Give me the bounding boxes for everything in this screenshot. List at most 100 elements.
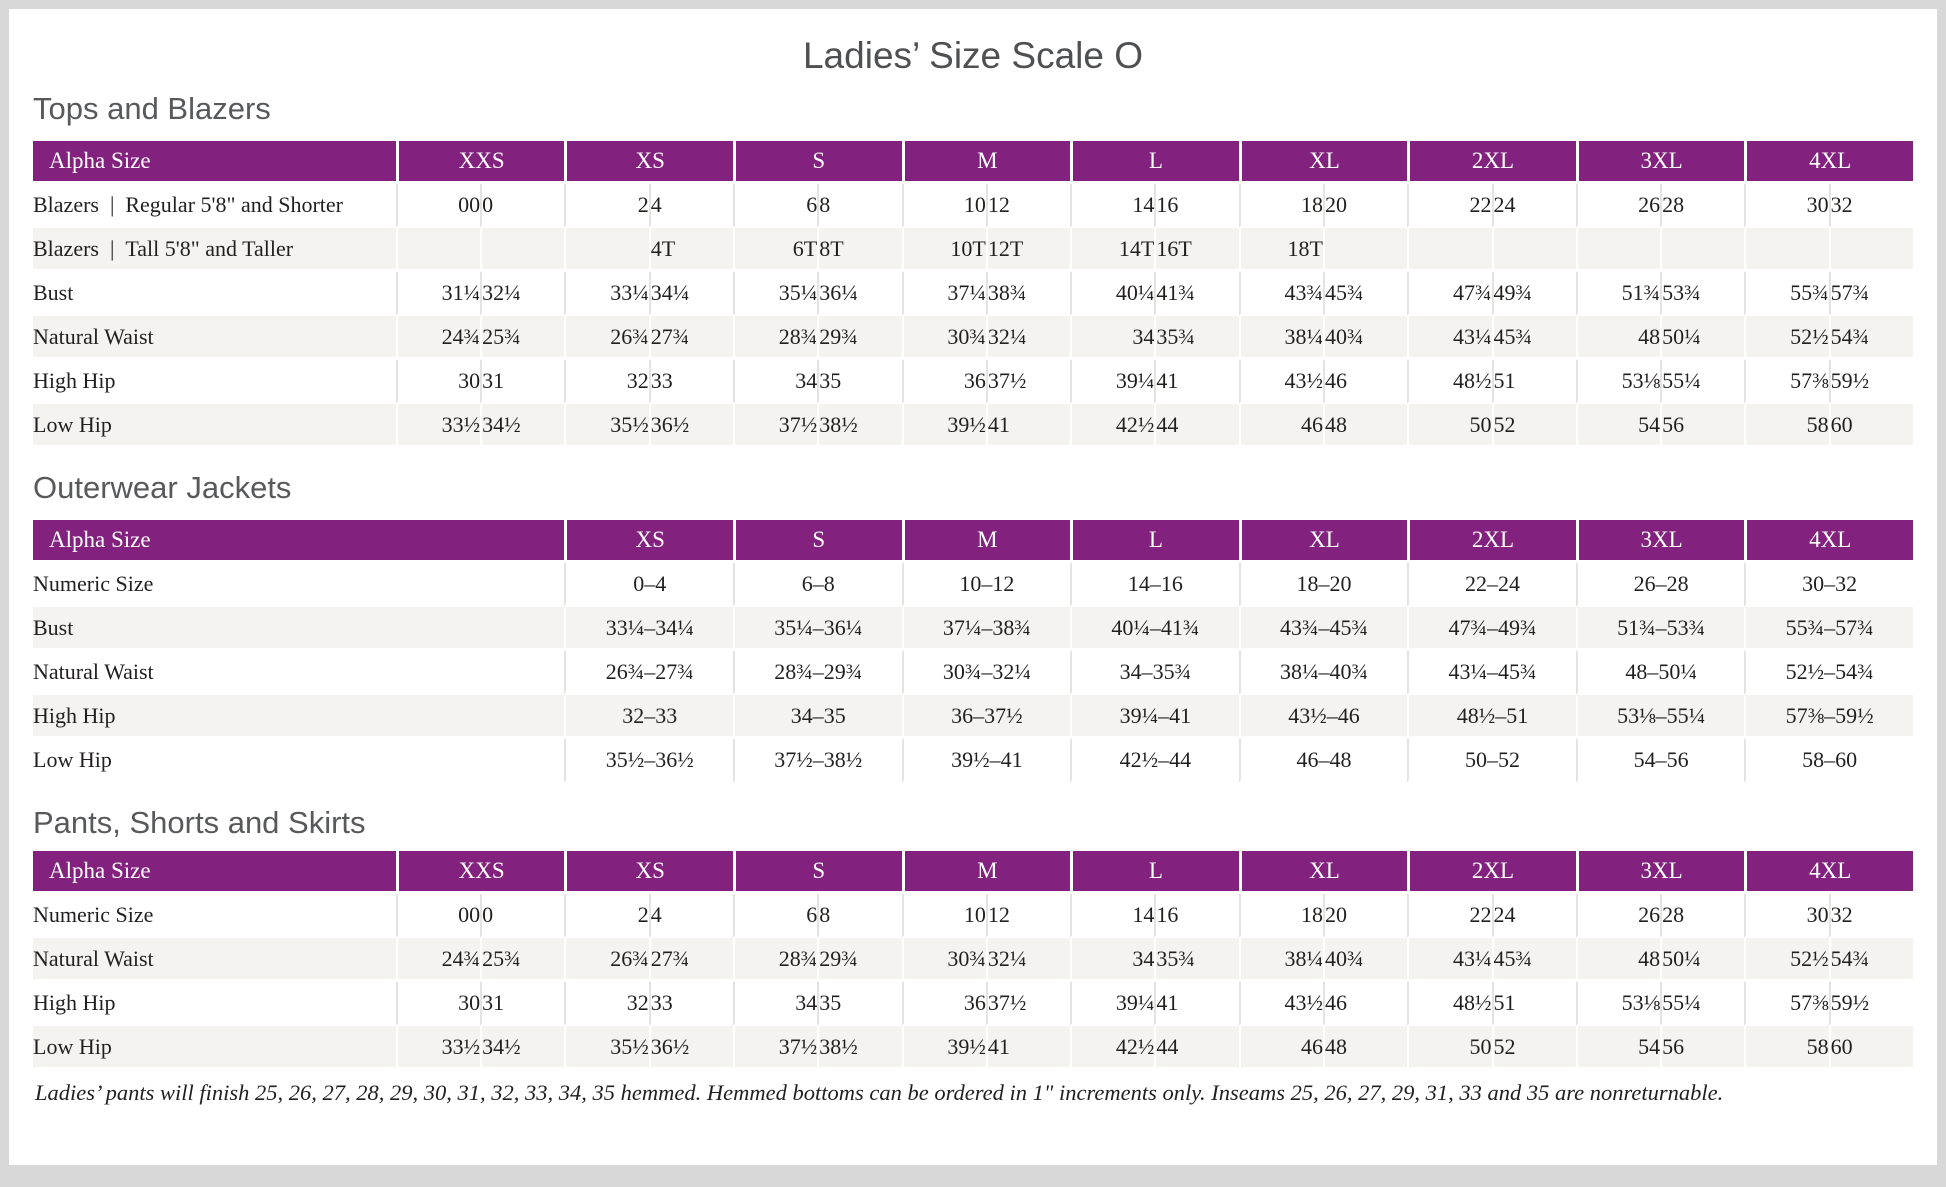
size-cell: 14T xyxy=(1070,228,1155,272)
size-cell: 27¾ xyxy=(648,316,733,360)
size-cell: 34½ xyxy=(480,1026,565,1070)
size-cell: 40¾ xyxy=(1322,938,1408,982)
size-cell: 25¾ xyxy=(480,938,565,982)
size-cell: 32 xyxy=(564,360,649,404)
column-header-alpha-size: Alpha Size xyxy=(33,141,396,184)
size-cell: 51 xyxy=(1491,982,1576,1026)
size-cell: 14 xyxy=(1070,184,1155,228)
size-cell: 38¼–40¾ xyxy=(1238,651,1408,695)
size-cell: 53¾ xyxy=(1660,272,1745,316)
size-cell xyxy=(1407,228,1492,272)
size-cell: 31¼ xyxy=(395,272,481,316)
table-row-low-hip: Low Hip 35½–36½ 37½–38½ 39½–41 42½–44 46–48 50… xyxy=(33,739,1913,783)
row-label: Low Hip xyxy=(33,739,565,783)
column-header-size-xs: XS xyxy=(564,141,733,184)
row-label: Blazers | Tall 5'8" and Taller xyxy=(33,228,396,272)
size-cell: 33¼ xyxy=(564,272,649,316)
row-label: Natural Waist xyxy=(33,316,396,360)
size-cell: 30 xyxy=(1744,184,1829,228)
size-cell: 43½ xyxy=(1238,982,1323,1026)
size-cell: 6 xyxy=(732,184,818,228)
row-label: High Hip xyxy=(33,982,396,1026)
table-row-numeric-size: Numeric Size 0–4 6–8 10–12 14–16 18–20 22–24 26… xyxy=(33,563,1913,607)
size-cell: 10 xyxy=(901,894,986,938)
size-cell: 16T xyxy=(1154,228,1239,272)
table-row-blazers-regular-5-8-and-shorter: Blazers | Regular 5'8" and Shorter 00 0 2 4 6… xyxy=(33,184,1913,228)
size-cell: 47¾–49¾ xyxy=(1407,607,1576,651)
size-cell: 37½ xyxy=(985,360,1071,404)
header-row: Alpha Size XS S M L XL 2XL 3XL 4XL xyxy=(33,520,1913,563)
size-cell: 26¾ xyxy=(564,316,649,360)
size-cell: 48½–51 xyxy=(1407,695,1576,739)
size-cell: 40¼ xyxy=(1070,272,1155,316)
table-row-high-hip: High Hip 30 31 32 33 34 35 36 37½ 39¼ 41 43½ 46 48½ 51… xyxy=(33,982,1913,1026)
size-cell: 41 xyxy=(1154,360,1239,404)
section-pants-shorts-skirts: Pants, Shorts and Skirts Alpha Size XXS XS… xyxy=(33,805,1913,1070)
size-cell: 47¾ xyxy=(1407,272,1492,316)
size-cell: 46 xyxy=(1322,360,1408,404)
size-cell: 55¾ xyxy=(1744,272,1829,316)
row-label: Bust xyxy=(33,272,396,316)
column-header-size-3xl: 3XL xyxy=(1575,141,1745,184)
size-cell: 43¼–45¾ xyxy=(1407,651,1576,695)
size-cell: 8 xyxy=(817,184,902,228)
size-cell: 48½ xyxy=(1407,982,1492,1026)
size-cell: 12 xyxy=(985,184,1071,228)
size-cell: 50 xyxy=(1407,1026,1492,1070)
size-cell: 33 xyxy=(648,982,733,1026)
size-cell: 59½ xyxy=(1828,982,1913,1026)
column-header-size-2xl: 2XL xyxy=(1407,141,1576,184)
size-cell: 38¾ xyxy=(985,272,1071,316)
column-header-size-4xl: 4XL xyxy=(1744,520,1913,563)
size-cell: 34 xyxy=(732,360,818,404)
size-cell xyxy=(564,228,649,272)
size-cell: 24¾ xyxy=(395,316,481,360)
size-cell: 51 xyxy=(1491,360,1576,404)
size-cell: 35¾ xyxy=(1154,938,1239,982)
size-cell: 38¼ xyxy=(1238,316,1323,360)
page-content: Ladies’ Size Scale O Tops and Blazers Al… xyxy=(9,9,1937,1106)
size-cell: 28 xyxy=(1660,184,1745,228)
row-label: Natural Waist xyxy=(33,938,396,982)
size-cell: 18–20 xyxy=(1238,563,1408,607)
size-cell: 46 xyxy=(1238,1026,1323,1070)
table-row-high-hip: High Hip 32–33 34–35 36–37½ 39¼–41 43½–46 48½–… xyxy=(33,695,1913,739)
size-cell: 35 xyxy=(817,360,902,404)
size-cell: 56 xyxy=(1660,404,1745,448)
column-header-size-xs: XS xyxy=(564,851,733,894)
size-cell: 26 xyxy=(1575,894,1661,938)
column-header-size-xl: XL xyxy=(1238,851,1408,894)
size-cell: 30¾ xyxy=(901,316,986,360)
size-cell: 60 xyxy=(1828,404,1913,448)
size-cell: 41¾ xyxy=(1154,272,1239,316)
size-cell: 39¼ xyxy=(1070,360,1155,404)
size-cell: 48 xyxy=(1575,938,1661,982)
row-label: Low Hip xyxy=(33,1026,396,1070)
size-cell: 45¾ xyxy=(1322,272,1408,316)
size-table-pants-shorts-skirts: Alpha Size XXS XS S M L XL 2XL 3XL 4XL Numeric Siz… xyxy=(33,851,1913,1070)
size-table-outerwear-jackets: Alpha Size XS S M L XL 2XL 3XL 4XL Numeric Size 0–… xyxy=(33,520,1913,783)
size-cell: 43¾–45¾ xyxy=(1238,607,1408,651)
size-cell: 2 xyxy=(564,894,649,938)
size-cell: 10 xyxy=(901,184,986,228)
size-cell: 16 xyxy=(1154,184,1239,228)
size-cell: 52 xyxy=(1491,1026,1576,1070)
size-cell: 44 xyxy=(1154,404,1239,448)
size-cell: 28 xyxy=(1660,894,1745,938)
header-row: Alpha Size XXS XS S M L XL 2XL 3XL 4XL xyxy=(33,851,1913,894)
size-cell: 36½ xyxy=(648,404,733,448)
column-header-size-3xl: 3XL xyxy=(1575,851,1745,894)
size-cell: 0–4 xyxy=(564,563,733,607)
size-cell: 58 xyxy=(1744,1026,1829,1070)
column-header-size-xxs: XXS xyxy=(395,141,565,184)
size-cell: 36 xyxy=(901,982,986,1026)
size-cell: 39¼ xyxy=(1070,982,1155,1026)
size-cell: 46 xyxy=(1238,404,1323,448)
size-cell: 43¼ xyxy=(1407,316,1492,360)
size-cell: 38¼ xyxy=(1238,938,1323,982)
row-label: Numeric Size xyxy=(33,563,565,607)
size-cell: 53⅛ xyxy=(1575,982,1661,1026)
column-header-size-l: L xyxy=(1070,141,1239,184)
size-cell: 48–50¼ xyxy=(1575,651,1745,695)
size-cell: 29¾ xyxy=(817,316,902,360)
